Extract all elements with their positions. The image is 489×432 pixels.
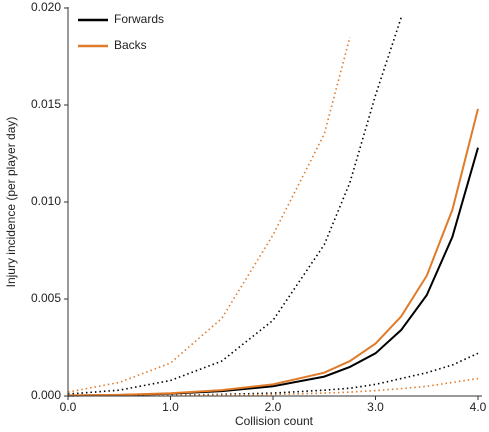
x-tick-label: 2.0 [265,400,282,414]
series-line [68,147,479,397]
y-tick-label: 0.010 [31,194,61,208]
plot-area [68,17,479,397]
x-axis-label: Collision count [235,414,314,428]
y-tick-label: 0.020 [31,0,61,14]
y-tick-label: 0.000 [31,388,61,402]
y-tick-label: 0.005 [31,291,61,305]
x-tick-label: 3.0 [367,400,384,414]
upper-bound-line [68,36,351,393]
x-tick-label: 1.0 [162,400,179,414]
x-tick-label: 4.0 [470,400,487,414]
legend-label: Forwards [114,12,164,26]
lower-bound-line [68,352,479,397]
y-axis-label: Injury incidence (per player day) [4,117,18,288]
x-tick-label: 0.0 [60,400,77,414]
series-line [68,108,479,397]
y-tick-label: 0.015 [31,97,61,111]
upper-bound-line [68,17,402,395]
legend-label: Backs [114,38,147,52]
